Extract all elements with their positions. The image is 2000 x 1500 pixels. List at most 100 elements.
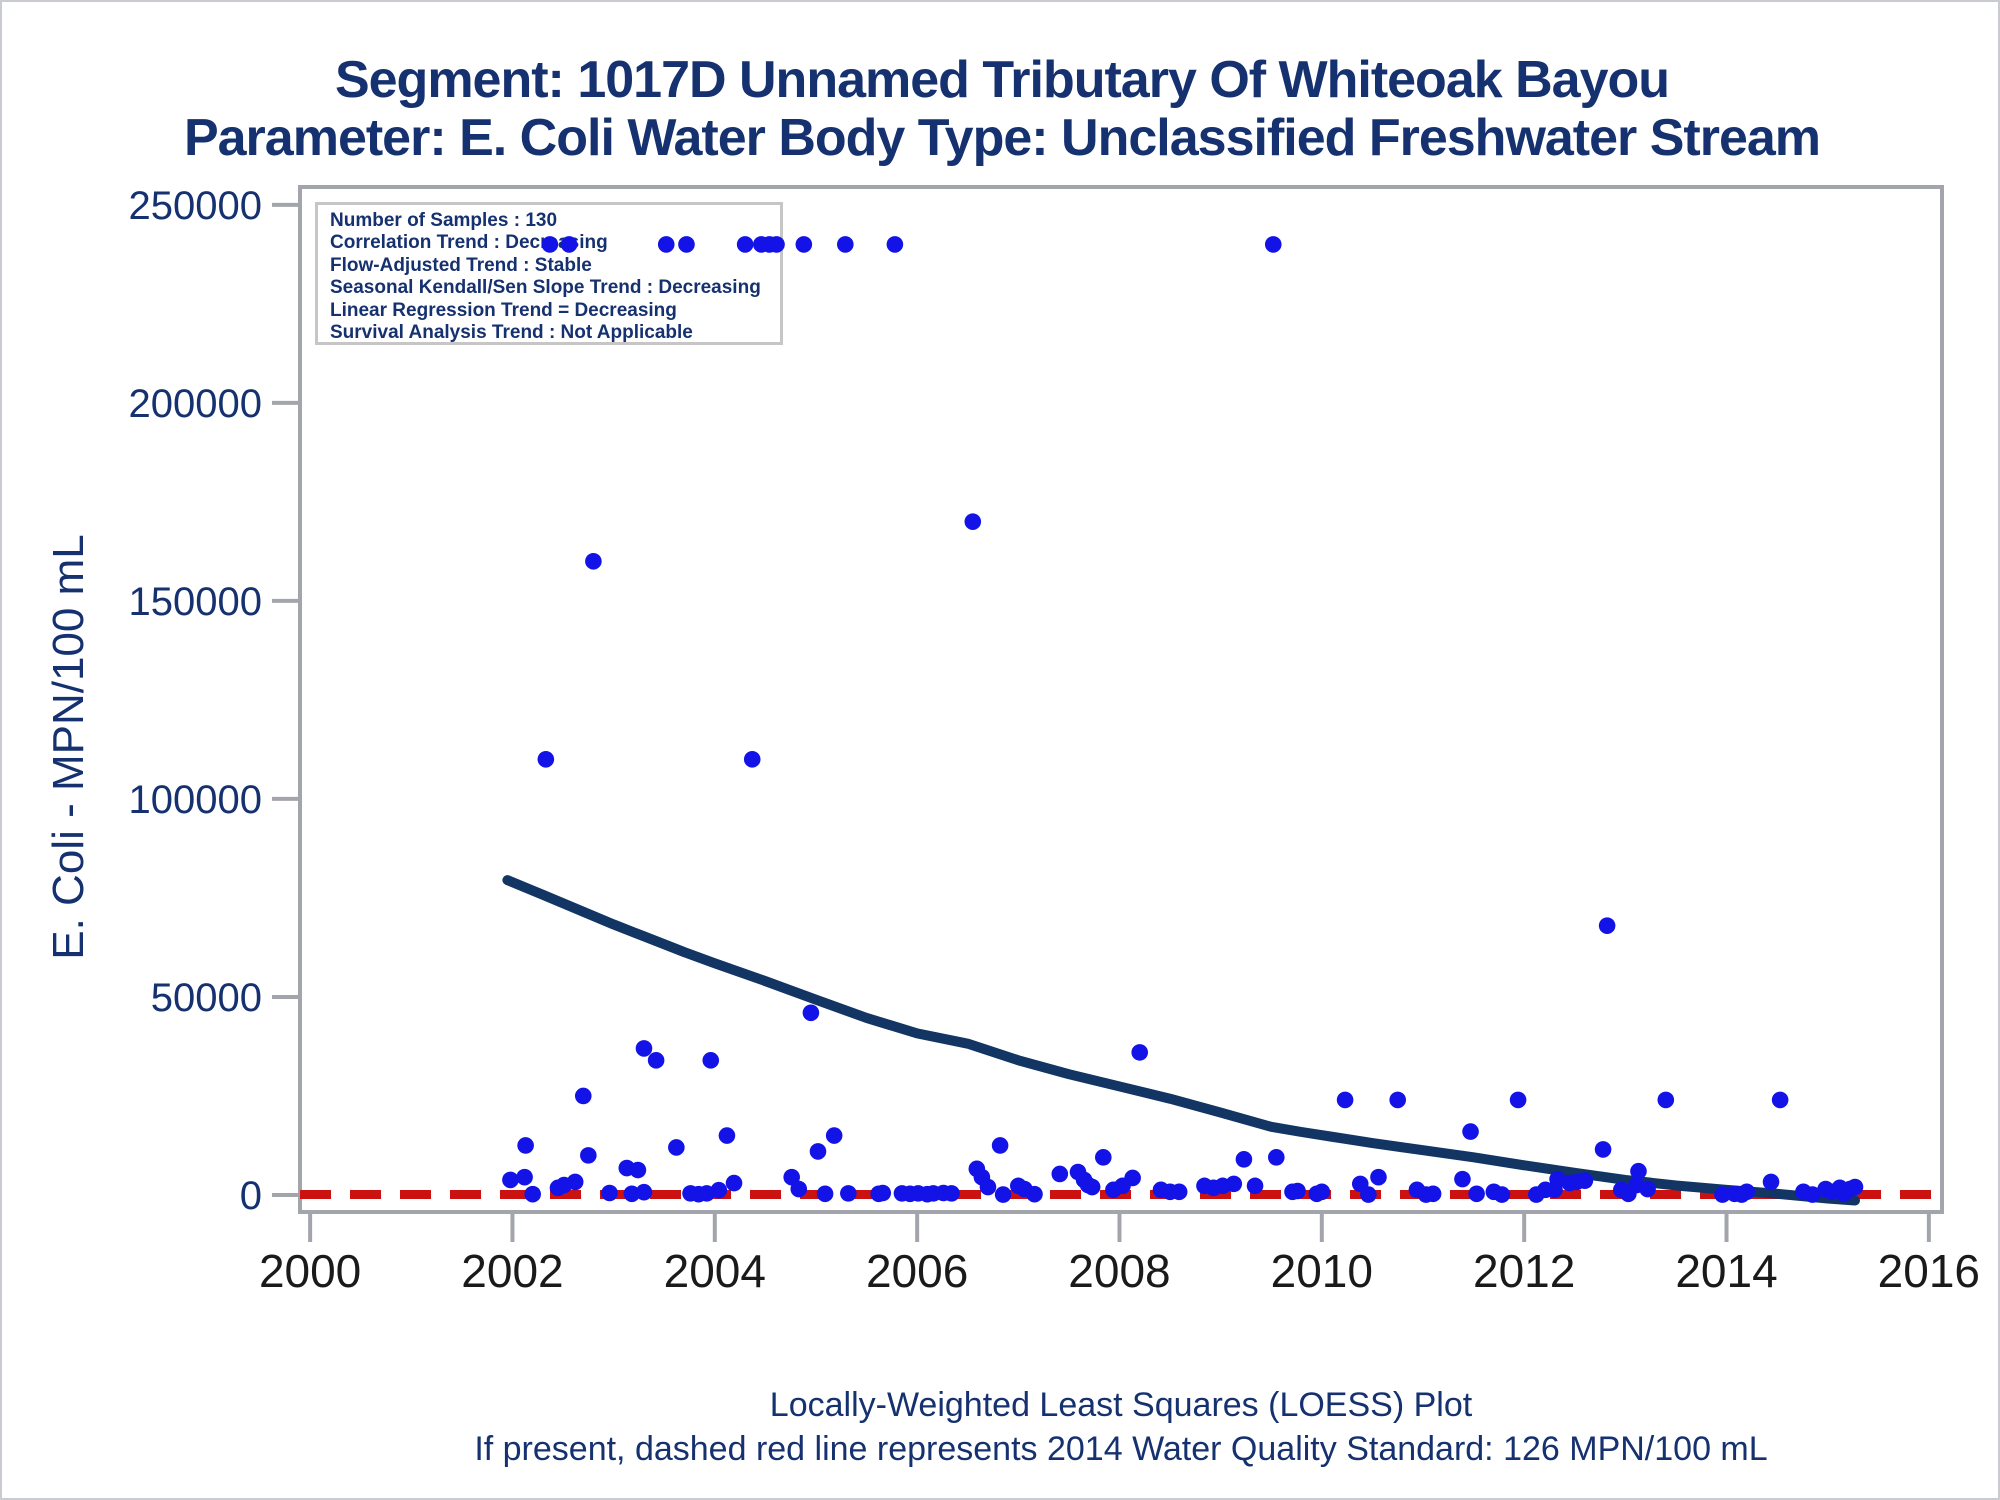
- data-point: [1105, 1181, 1122, 1199]
- data-point: [516, 1168, 533, 1186]
- footer-caption-line1: Locally-Weighted Least Squares (LOESS) P…: [769, 1386, 1473, 1424]
- data-point: [1454, 1170, 1471, 1188]
- data-point: [635, 1040, 653, 1057]
- data-point: [1370, 1168, 1387, 1186]
- x-tick-label: 2008: [1068, 1245, 1170, 1297]
- data-point: [1771, 1091, 1789, 1109]
- y-tick-label: 100000: [129, 778, 262, 822]
- data-point: [968, 1160, 986, 1178]
- x-tick-label: 2002: [461, 1245, 563, 1297]
- data-point: [1389, 1091, 1407, 1109]
- data-point: [580, 1147, 597, 1164]
- data-point: [623, 1185, 641, 1203]
- data-point: [1246, 1177, 1264, 1195]
- y-tick-label: 50000: [151, 976, 262, 1020]
- data-point: [1817, 1180, 1834, 1198]
- data-point: [1225, 1175, 1243, 1193]
- chart-title-line2: Parameter: E. Coli Water Body Type: Uncl…: [183, 109, 1821, 167]
- data-point: [1235, 1151, 1253, 1168]
- data-point: [973, 1168, 991, 1186]
- data-point: [601, 1184, 618, 1202]
- data-point: [1831, 1179, 1849, 1197]
- data-point: [1639, 1180, 1656, 1198]
- data-point: [1051, 1165, 1069, 1183]
- data-point: [790, 1180, 808, 1198]
- data-point: [718, 1127, 736, 1144]
- data-point: [1075, 1171, 1093, 1189]
- data-point: [1152, 1181, 1170, 1199]
- data-point: [1561, 1174, 1578, 1192]
- data-point: [1161, 1183, 1179, 1201]
- data-point: [825, 1127, 843, 1144]
- x-tick-label: 2014: [1675, 1245, 1777, 1297]
- data-point: [690, 1185, 707, 1203]
- x-tick-label: 2006: [866, 1245, 968, 1297]
- data-point: [1094, 1149, 1112, 1166]
- data-point: [1804, 1186, 1821, 1203]
- data-point: [918, 1185, 936, 1203]
- info-line-correlation-trend: Correlation Trend : Decreasing: [330, 232, 608, 254]
- data-point: [1846, 1178, 1864, 1196]
- data-point: [566, 1173, 584, 1191]
- data-point: [618, 1159, 636, 1177]
- data-point: [585, 552, 602, 570]
- info-line-survival-analysis-trend: Survival Analysis Trend : Not Applicable: [330, 322, 693, 344]
- data-point: [886, 236, 904, 253]
- x-tick-label: 2016: [1878, 1245, 1980, 1297]
- data-point: [1594, 1141, 1612, 1158]
- data-point: [1628, 1176, 1645, 1194]
- data-point: [1264, 236, 1282, 253]
- data-point: [1170, 1183, 1188, 1201]
- data-point: [1424, 1185, 1442, 1203]
- data-point: [901, 1185, 919, 1203]
- data-point: [1598, 917, 1616, 934]
- y-tick-label: 0: [240, 1174, 262, 1218]
- data-point: [1462, 1123, 1479, 1140]
- data-point: [682, 1185, 699, 1202]
- data-point: [1069, 1163, 1087, 1181]
- data-point: [1124, 1169, 1141, 1187]
- x-tick-label: 2010: [1271, 1245, 1373, 1297]
- data-point: [1568, 1173, 1586, 1191]
- data-point: [1083, 1178, 1101, 1196]
- data-point: [629, 1161, 647, 1179]
- data-point: [1549, 1170, 1566, 1188]
- data-point: [1762, 1173, 1780, 1191]
- info-line-seasonal-kendall-trend: Seasonal Kendall/Sen Slope Trend : Decre…: [330, 277, 761, 299]
- info-line-flow-adjusted-trend: Flow-Adjusted Trend : Stable: [330, 254, 592, 276]
- data-point: [1196, 1177, 1213, 1195]
- data-point: [837, 236, 854, 253]
- data-point: [964, 513, 982, 530]
- data-point: [710, 1181, 728, 1199]
- data-point: [1485, 1183, 1503, 1201]
- data-point: [1576, 1172, 1594, 1190]
- data-point: [1131, 1044, 1149, 1061]
- data-point: [1010, 1177, 1027, 1195]
- data-point: [1714, 1186, 1731, 1203]
- data-point: [1308, 1185, 1326, 1203]
- data-point: [1738, 1183, 1756, 1201]
- data-point: [783, 1168, 800, 1186]
- data-point: [555, 1176, 573, 1194]
- data-point: [1620, 1185, 1637, 1203]
- data-point: [1841, 1180, 1859, 1198]
- data-point: [702, 1052, 720, 1069]
- info-line-number-of-samples: Number of Samples : 130: [330, 210, 558, 231]
- x-tick-label: 2004: [664, 1245, 766, 1297]
- data-point: [1114, 1177, 1131, 1195]
- data-point: [647, 1052, 665, 1069]
- data-point: [725, 1174, 743, 1192]
- data-point: [1205, 1179, 1222, 1197]
- y-tick-label: 150000: [129, 580, 262, 624]
- y-axis-title: E. Coli - MPN/100 mL: [44, 534, 93, 960]
- data-point: [816, 1185, 834, 1203]
- data-point: [1214, 1177, 1231, 1195]
- data-point: [1823, 1183, 1841, 1201]
- data-point: [935, 1184, 952, 1202]
- data-point: [1079, 1176, 1097, 1194]
- data-point: [909, 1185, 927, 1202]
- data-point: [1546, 1181, 1563, 1199]
- data-point: [1835, 1185, 1853, 1203]
- data-point: [549, 1179, 567, 1197]
